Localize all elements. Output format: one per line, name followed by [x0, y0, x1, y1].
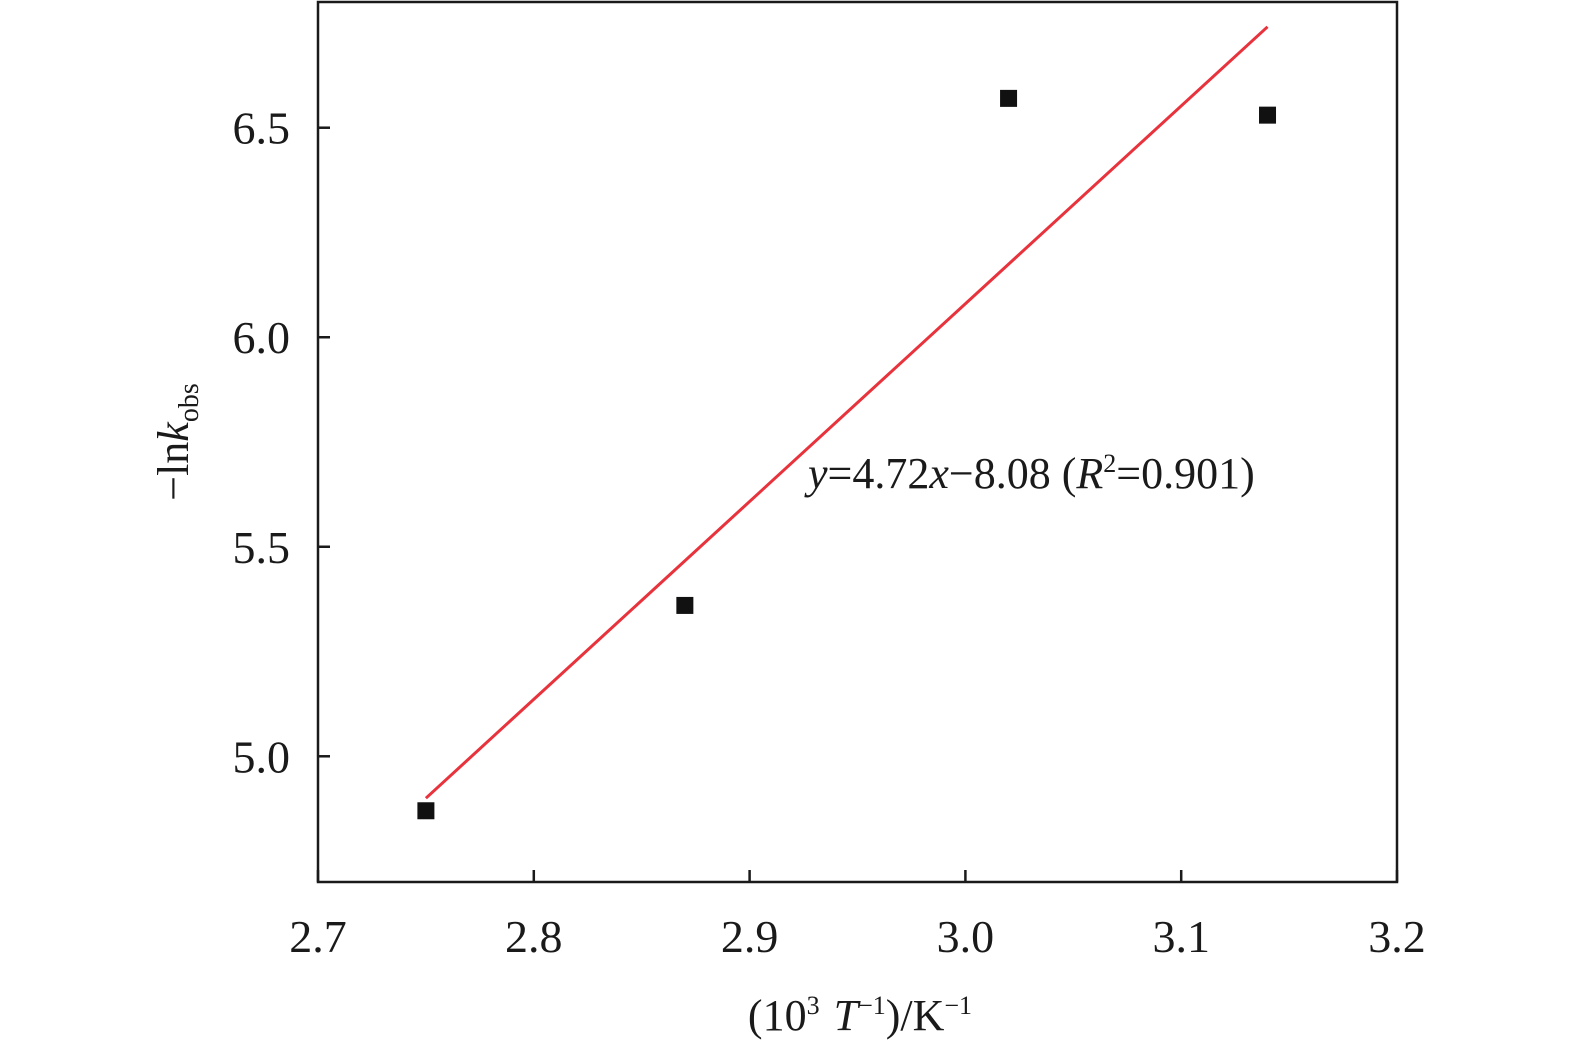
eq-x: x — [928, 449, 949, 498]
eq-rest: −8.08 ( — [949, 449, 1076, 498]
x-tick-label-4: 3.1 — [1152, 911, 1210, 962]
xlabel-exp: 3 — [807, 991, 820, 1020]
eq-end: =0.901) — [1116, 449, 1254, 498]
plot-frame — [316, 0, 1399, 884]
eq-mid: =4.72 — [828, 449, 930, 498]
y-tick-labels: 5.0 5.5 6.0 6.5 — [233, 103, 291, 783]
xlabel-var-exp: −1 — [858, 991, 886, 1020]
x-tick-label-5: 3.2 — [1368, 911, 1426, 962]
xlabel-unit-exp: −1 — [944, 991, 972, 1020]
y-tick-label-3: 6.5 — [233, 103, 291, 154]
data-point-2 — [1000, 89, 1018, 107]
x-tick-label-2: 2.9 — [721, 911, 779, 962]
ylabel-sub: obs — [174, 383, 205, 422]
ylabel-prefix: −ln — [149, 442, 198, 501]
y-axis-label: −lnkobs — [149, 383, 205, 500]
xlabel-open: (10 — [748, 991, 807, 1040]
tick-marks — [316, 126, 1399, 882]
eq-r-exp: 2 — [1103, 449, 1116, 478]
data-point-1 — [676, 596, 694, 614]
xlabel-close: )/K — [886, 991, 945, 1040]
x-tick-labels: 2.7 2.8 2.9 3.0 3.1 3.2 — [289, 911, 1426, 962]
eq-y: y — [804, 449, 828, 498]
fit-line — [424, 25, 1269, 800]
y-tick-label-0: 5.0 — [233, 731, 291, 782]
x-axis-label: (103 T−1)/K−1 — [748, 991, 972, 1040]
ylabel-var: k — [149, 421, 198, 442]
x-tick-label-3: 3.0 — [937, 911, 995, 962]
data-point-0 — [417, 802, 435, 820]
eq-r: R — [1075, 449, 1103, 498]
data-point-3 — [1259, 106, 1277, 124]
y-tick-label-1: 5.5 — [233, 522, 291, 573]
x-tick-label-0: 2.7 — [289, 911, 347, 962]
data-points — [417, 89, 1277, 820]
fit-equation: y=4.72x−8.08 (R2=0.901) — [804, 449, 1255, 498]
xlabel-var: T — [834, 991, 862, 1040]
x-tick-label-1: 2.8 — [505, 911, 563, 962]
y-tick-label-2: 6.0 — [233, 312, 291, 363]
